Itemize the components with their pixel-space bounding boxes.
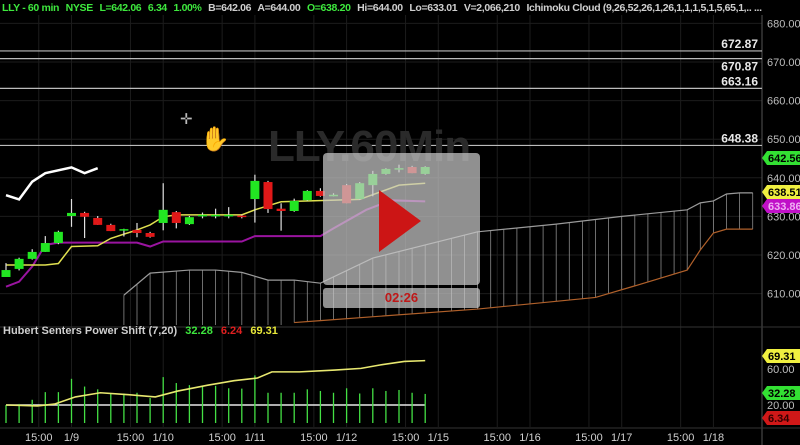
- candle-up: [250, 180, 260, 200]
- indicator-title[interactable]: Hubert Senters Power Shift (7,20): [3, 325, 178, 337]
- price-tick-label: 680.00: [767, 18, 800, 30]
- indicator-value-green: 32.28: [185, 325, 213, 337]
- candle-up: [158, 209, 168, 223]
- time-tick-label: 1/18: [703, 432, 724, 444]
- candle-down: [106, 224, 116, 232]
- level-label: 670.87: [721, 60, 758, 74]
- chikou-line: [5, 166, 99, 201]
- time-tick-label: 1/16: [519, 432, 540, 444]
- price-tick-label: 640.00: [767, 173, 800, 185]
- time-tick-label: 1/9: [64, 432, 79, 444]
- video-duration: 02:26: [323, 288, 480, 308]
- change-pct: 1.00%: [173, 2, 202, 14]
- indicator-badge: 69.31: [768, 351, 796, 363]
- candle-down: [93, 217, 103, 225]
- candle-down: [145, 232, 155, 237]
- bid-price: B=642.06: [208, 2, 252, 14]
- indicator-badge: 32.28: [768, 388, 796, 400]
- indicator-badge: 6.34: [768, 413, 790, 425]
- candle-up: [1, 270, 11, 278]
- level-label: 672.87: [721, 37, 758, 51]
- candle-up: [224, 214, 234, 217]
- candle-down: [263, 182, 273, 210]
- indicator-tick-label: 60.00: [767, 364, 795, 376]
- time-tick-label: 15:00: [667, 432, 695, 444]
- indicator-header: Hubert Senters Power Shift (7,20) 32.28 …: [3, 325, 283, 337]
- indicator-badge-bg: [762, 411, 800, 425]
- price-badge: 638.51: [768, 187, 800, 199]
- candle-up: [27, 251, 37, 259]
- time-tick-label: 15:00: [575, 432, 603, 444]
- cloud-span-b-line: [294, 228, 753, 324]
- time-tick-label: 15:00: [392, 432, 420, 444]
- time-tick-label: 15:00: [300, 432, 328, 444]
- price-tick-label: 610.00: [767, 289, 800, 301]
- price-badge: 633.86: [768, 201, 800, 213]
- time-tick-label: 1/15: [428, 432, 449, 444]
- candle-up: [198, 214, 207, 217]
- quote-header: LLY - 60 min NYSE L=642.06 6.34 1.00% B=…: [2, 2, 762, 14]
- study-label[interactable]: Ichimoku Cloud (9,26,52,26,1,26,1,1,1,5,…: [526, 2, 762, 14]
- time-tick-label: 1/17: [611, 432, 632, 444]
- indicator-value-red: 6.24: [220, 325, 243, 337]
- indicator-tick-label: 20.00: [767, 400, 795, 412]
- level-label: 663.16: [721, 74, 758, 88]
- video-play-overlay[interactable]: [323, 153, 480, 285]
- price-badge-bg: [762, 151, 800, 165]
- time-tick-label: 15:00: [117, 432, 145, 444]
- candle-down: [80, 212, 90, 217]
- indicator-value-yellow: 69.31: [250, 325, 278, 337]
- open-price: O=638.20: [306, 2, 351, 14]
- candle-down: [171, 212, 181, 223]
- time-tick-label: 15:00: [208, 432, 236, 444]
- time-tick-label: 1/11: [245, 432, 266, 444]
- exchange-label: NYSE: [65, 2, 94, 14]
- ask-price: A=644.00: [257, 2, 301, 14]
- candle-up: [53, 231, 63, 244]
- price-tick-label: 630.00: [767, 211, 800, 223]
- candle-up: [14, 258, 24, 269]
- symbol-label[interactable]: LLY - 60 min: [2, 2, 60, 14]
- time-tick-label: 1/10: [152, 432, 173, 444]
- price-tick-label: 620.00: [767, 250, 800, 262]
- level-label: 648.38: [721, 131, 758, 145]
- price-tick-label: 670.00: [767, 57, 800, 69]
- time-tick-label: 15:00: [483, 432, 511, 444]
- price-badge-bg: [762, 199, 800, 213]
- candle-up: [211, 214, 221, 217]
- time-tick-label: 1/12: [336, 432, 357, 444]
- volume: V=2,066,210: [463, 2, 520, 14]
- price-badge: 642.56: [768, 153, 800, 165]
- change-value: 6.34: [147, 2, 167, 14]
- high-price: Hi=644.00: [357, 2, 403, 14]
- play-triangle-icon[interactable]: [379, 190, 421, 252]
- indicator-line: [5, 359, 426, 407]
- indicator-badge-bg: [762, 349, 800, 363]
- candle-down: [276, 208, 286, 211]
- candle-up: [119, 229, 129, 231]
- candle-up: [67, 212, 76, 217]
- price-badge-bg: [762, 185, 800, 199]
- kijun-line: [6, 182, 426, 266]
- price-tick-label: 650.00: [767, 134, 800, 146]
- candle-up: [289, 200, 299, 211]
- candle-up: [40, 243, 50, 252]
- candle-up: [302, 190, 312, 201]
- price-tick-label: 660.00: [767, 96, 800, 108]
- candle-up: [184, 217, 194, 225]
- candle-down: [237, 215, 247, 218]
- time-tick-label: 15:00: [25, 432, 53, 444]
- indicator-badge-bg: [762, 386, 800, 400]
- candle-down: [315, 190, 325, 196]
- crosshair-icon: ✛: [180, 111, 193, 128]
- last-price: L=642.06: [99, 2, 142, 14]
- hand-cursor-icon: ✋: [200, 126, 230, 153]
- candle-down: [132, 229, 142, 233]
- low-price: Lo=633.01: [409, 2, 458, 14]
